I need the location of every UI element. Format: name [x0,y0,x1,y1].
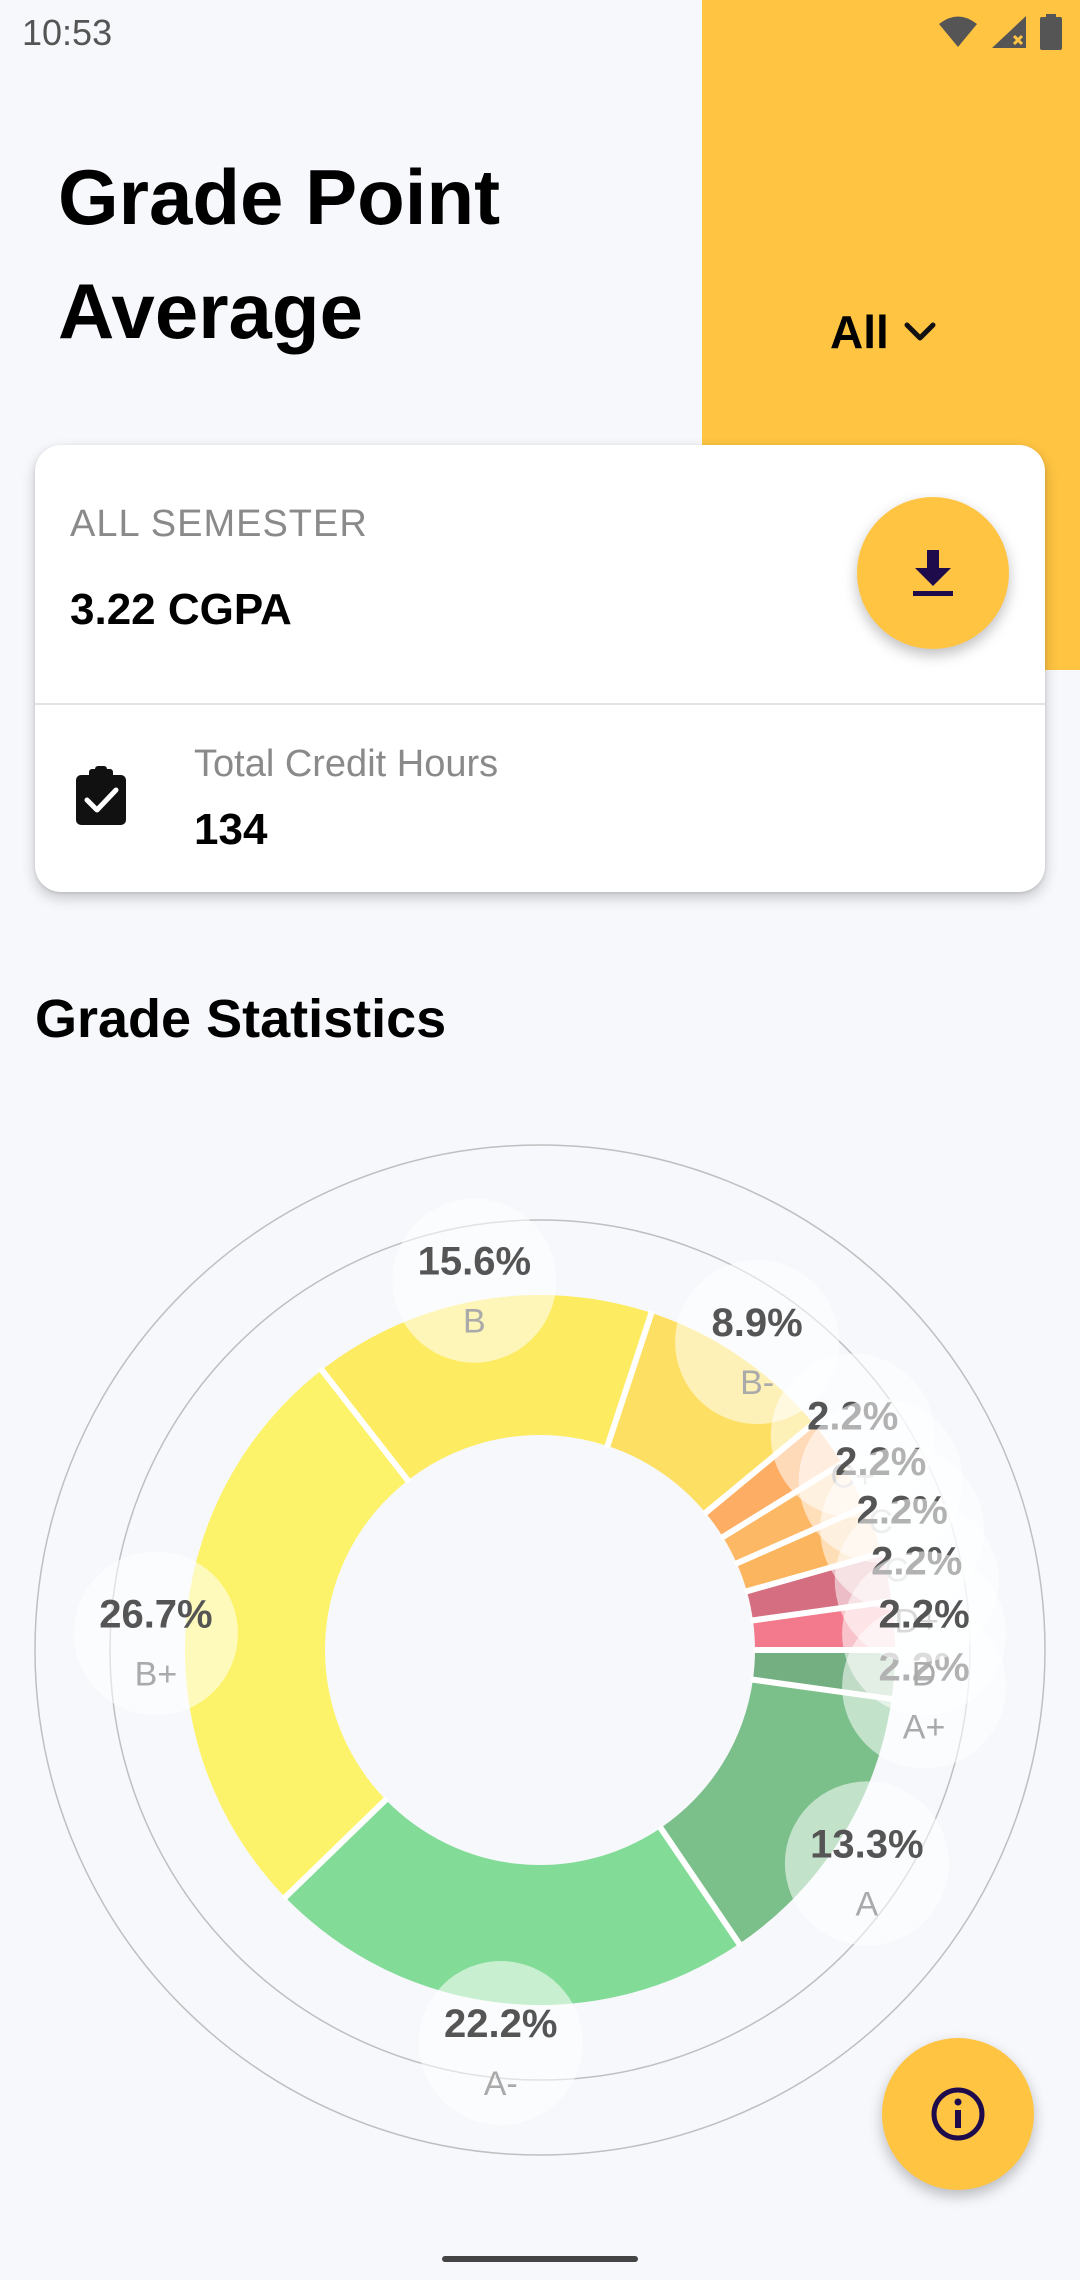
slice-label-badge [73,1551,238,1716]
slice-separator [603,1310,655,1449]
slice-grade-label: A [856,1885,879,1923]
credit-hours-value: 134 [194,805,268,854]
slice-grade-label: A- [484,2065,518,2103]
slice-label-badge [784,1781,949,1946]
credit-hours-label: Total Credit Hours [194,743,499,785]
slice-separator [657,1824,743,1948]
chart-slice-a[interactable] [660,1679,892,1944]
chart-slice-a-minus[interactable] [285,1799,740,2005]
grade-distribution-chart: 2.2%A+13.3%A22.2%A-26.7%B+15.6%B8.9%B-2.… [34,1144,1046,2156]
slice-percent-label: 13.3% [810,1822,923,1866]
wifi-icon [939,16,977,47]
slice-percent-label: 15.6% [418,1240,531,1284]
info-icon [931,2087,985,2141]
slice-label-badge [392,1198,557,1363]
chart-labels: 2.2%A+13.3%A22.2%A-26.7%B+15.6%B8.9%B-2.… [73,1198,1007,2125]
home-indicator [442,2256,638,2262]
download-icon [913,550,953,596]
slice-grade-label: D [912,1655,937,1693]
grade-statistics-title: Grade Statistics [35,989,447,1049]
cell-signal-icon [992,16,1026,48]
card-divider [35,703,1045,705]
slice-label-badge [842,1551,1007,1716]
chevron-down-icon [904,322,936,341]
slice-percent-label: 22.2% [444,2002,557,2046]
slice-label-badge [418,1960,583,2125]
slice-grade-label: B+ [135,1655,178,1693]
cgpa-summary-card: ALL SEMESTER 3.22 CGPA Total Credit Hour… [35,445,1045,892]
cgpa-value: 3.22 CGPA [70,585,292,634]
battery-icon [1040,14,1062,50]
chart-slice-b[interactable] [321,1295,652,1481]
info-button[interactable] [882,2038,1034,2190]
slice-percent-label: 26.7% [99,1592,212,1636]
slice-percent-label: 2.2% [878,1592,969,1636]
page-title: Grade Point Average [58,153,501,355]
chart-slice-b-minusplus[interactable] [185,1369,408,1898]
filter-label: All [830,306,889,358]
chart-slices [185,1295,895,2005]
status-icons [938,14,1062,50]
status-bar: 10:53 [0,0,1080,66]
slice-separator [318,1366,412,1484]
clipboard-check-icon [73,766,129,833]
semester-label: ALL SEMESTER [70,503,368,545]
slice-grade-label: B- [740,1364,774,1402]
status-time: 10:53 [22,12,113,53]
chart-outer-guide-ring [34,1144,1046,2156]
slice-percent-label: 8.9% [712,1301,803,1345]
slice-separator [281,1796,390,1901]
download-button[interactable] [857,497,1009,649]
slice-grade-label: B [463,1303,486,1341]
semester-filter-dropdown[interactable]: All [830,305,937,359]
